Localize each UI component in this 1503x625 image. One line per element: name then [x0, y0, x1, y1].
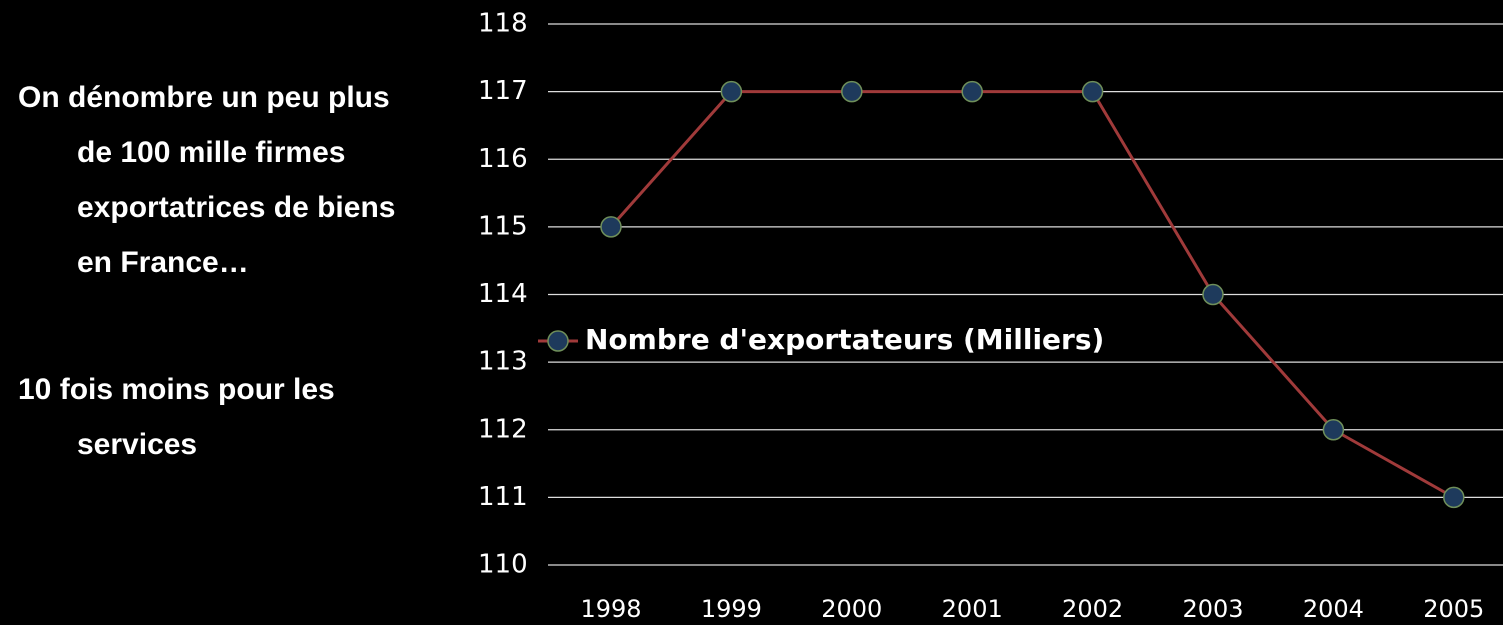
data-point [720, 80, 743, 103]
y-tick-label: 110 [478, 550, 528, 580]
paragraph: On dénombre un peu plus de 100 mille firm… [18, 70, 395, 290]
y-tick-label: 118 [478, 9, 528, 39]
text-line: exportatrices de biens [77, 191, 396, 224]
text-line: services [77, 428, 198, 461]
y-tick-label: 113 [478, 347, 528, 377]
x-tick-label: 1998 [580, 595, 641, 623]
data-point [1443, 486, 1465, 509]
x-tick-label: 2002 [1062, 595, 1123, 623]
x-tick-label: 2005 [1423, 595, 1484, 623]
data-point [1081, 80, 1104, 103]
legend-label: Nombre d'exportateurs (Milliers) [585, 323, 1104, 356]
data-point [961, 80, 983, 103]
y-tick-label: 117 [478, 76, 528, 106]
y-tick-label: 116 [478, 144, 528, 174]
x-tick-label: 2000 [821, 595, 882, 623]
text-line: 10 fois moins pour les [18, 373, 335, 406]
y-tick-label: 115 [478, 211, 528, 241]
x-tick-label: 2004 [1303, 595, 1364, 623]
data-point [600, 216, 622, 238]
paragraph: 10 fois moins pour les services [18, 362, 335, 472]
x-tick-label: 1999 [701, 595, 762, 623]
text-line: On dénombre un peu plus [18, 81, 390, 114]
series-line [609, 90, 1455, 499]
data-point [1202, 283, 1224, 306]
legend-marker [547, 330, 569, 352]
x-tick-label: 2003 [1182, 595, 1243, 623]
x-tick-label: 2001 [942, 595, 1003, 623]
data-point [1322, 419, 1345, 441]
y-tick-label: 114 [478, 279, 528, 309]
text-line: de 100 mille firmes [77, 136, 346, 169]
y-tick-label: 111 [478, 482, 528, 512]
text-line: en France… [77, 246, 249, 279]
y-tick-label: 112 [478, 414, 528, 444]
data-point [841, 80, 863, 103]
